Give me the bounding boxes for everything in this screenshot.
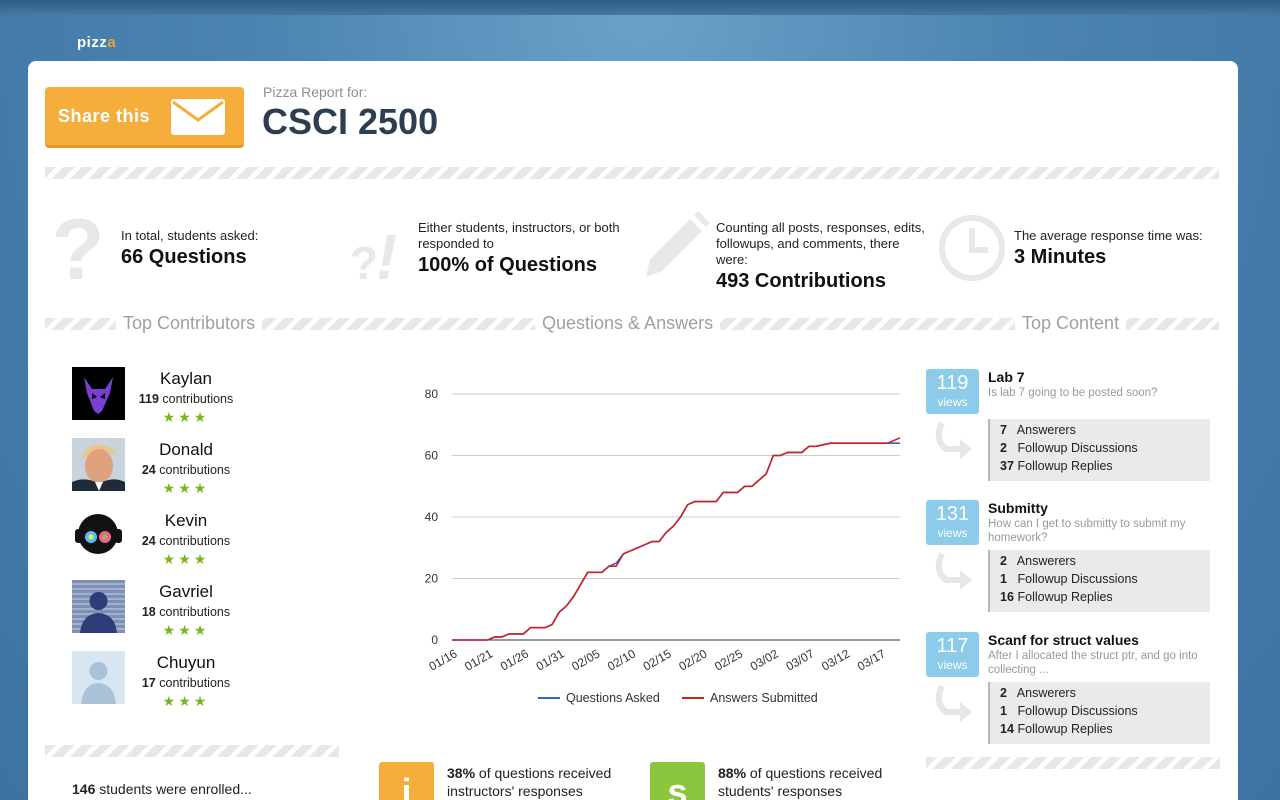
views-badge: 131 views bbox=[926, 500, 979, 545]
page-title: CSCI 2500 bbox=[262, 101, 439, 142]
x-tick-label: 03/12 bbox=[819, 646, 852, 673]
students-badge-icon: s bbox=[650, 762, 705, 800]
x-tick-label: 02/25 bbox=[712, 646, 745, 673]
divider bbox=[45, 745, 339, 757]
curved-arrow-icon bbox=[935, 552, 972, 590]
default-silhouette-avatar bbox=[72, 651, 125, 704]
rating-stars: ★★★ bbox=[162, 480, 210, 496]
stat-response-time: The average response time was: 3 Minutes bbox=[1014, 228, 1203, 268]
post-stats: 2 Answerers 1 Followup Discussions 16 Fo… bbox=[988, 550, 1210, 612]
x-tick-label: 02/20 bbox=[676, 646, 709, 673]
clock-icon bbox=[939, 215, 1005, 281]
svg-text:?: ? bbox=[350, 237, 378, 285]
question-exclamation-icon: ? ! bbox=[350, 221, 397, 285]
envelope-icon bbox=[171, 99, 225, 135]
post-subtitle: How can I get to submitty to submit my h… bbox=[988, 518, 1186, 544]
post-stats: 2 Answerers 1 Followup Discussions 14 Fo… bbox=[988, 682, 1210, 744]
contributor-item[interactable]: Kaylan 119 contributions ★★★ bbox=[72, 367, 242, 425]
series-line bbox=[452, 436, 900, 641]
rating-stars: ★★★ bbox=[162, 551, 210, 567]
portrait-photo-avatar bbox=[72, 438, 125, 491]
contributor-item[interactable]: Chuyun 17 contributions ★★★ bbox=[72, 651, 242, 709]
rating-stars: ★★★ bbox=[162, 409, 210, 425]
post-subtitle: After I allocated the struct ptr, and go… bbox=[988, 650, 1198, 676]
instructors-response-stat: 38% of questions received instructors' r… bbox=[447, 765, 612, 799]
stat-contributions: Counting all posts, responses, edits, fo… bbox=[716, 220, 925, 292]
divider bbox=[45, 167, 1219, 179]
stat-responded: Either students, instructors, or both re… bbox=[418, 220, 620, 276]
post-title: Submitty bbox=[988, 500, 1048, 516]
legend-label: Questions Asked bbox=[566, 691, 660, 705]
x-tick-label: 03/07 bbox=[783, 646, 816, 673]
report-card: Share this Pizza Report for: CSCI 2500 ?… bbox=[28, 61, 1238, 800]
pencil-icon bbox=[646, 211, 710, 277]
headphones-glasses-avatar bbox=[72, 509, 125, 562]
piazza-logo[interactable]: pizza bbox=[77, 34, 117, 51]
series-line bbox=[452, 442, 900, 641]
svg-text:!: ! bbox=[376, 221, 397, 285]
share-button[interactable]: Share this bbox=[45, 87, 244, 148]
x-tick-label: 01/16 bbox=[426, 646, 459, 673]
contributor-item[interactable]: Gavriel 18 contributions ★★★ bbox=[72, 580, 242, 638]
rating-stars: ★★★ bbox=[162, 693, 210, 709]
post-title: Lab 7 bbox=[988, 369, 1025, 385]
x-tick-label: 02/05 bbox=[569, 646, 602, 673]
y-tick-label: 0 bbox=[431, 633, 438, 647]
qa-heading: Questions & Answers bbox=[535, 313, 721, 334]
divider bbox=[926, 757, 1220, 769]
rating-stars: ★★★ bbox=[162, 622, 210, 638]
post-title: Scanf for struct values bbox=[988, 632, 1139, 648]
views-badge: 119 views bbox=[926, 369, 979, 414]
svg-text:?: ? bbox=[52, 213, 104, 285]
curved-arrow-icon bbox=[935, 684, 972, 722]
question-mark-icon: ? bbox=[52, 213, 104, 285]
y-tick-label: 40 bbox=[425, 510, 439, 524]
striped-silhouette-avatar bbox=[72, 580, 125, 633]
x-tick-label: 01/31 bbox=[534, 646, 567, 673]
contributor-item[interactable]: Donald 24 contributions ★★★ bbox=[72, 438, 242, 496]
post-stats: 7 Answerers 2 Followup Discussions 37 Fo… bbox=[988, 419, 1210, 481]
purple-horned-mask-avatar bbox=[72, 367, 125, 420]
x-tick-label: 02/15 bbox=[641, 646, 674, 673]
x-tick-label: 03/17 bbox=[855, 646, 888, 673]
x-tick-label: 02/10 bbox=[605, 646, 638, 673]
x-tick-label: 03/02 bbox=[748, 646, 781, 673]
legend-label: Answers Submitted bbox=[710, 691, 818, 705]
top-content-heading: Top Content bbox=[1015, 313, 1127, 334]
post-subtitle: Is lab 7 going to be posted soon? bbox=[988, 387, 1158, 399]
y-tick-label: 20 bbox=[425, 572, 439, 586]
stat-questions: In total, students asked: 66 Questions bbox=[121, 228, 259, 268]
x-tick-label: 01/26 bbox=[498, 646, 531, 673]
info-badge-icon: i bbox=[379, 762, 434, 800]
browser-top-bar bbox=[0, 0, 1280, 15]
curved-arrow-icon bbox=[935, 421, 972, 459]
contributor-item[interactable]: Kevin 24 contributions ★★★ bbox=[72, 509, 242, 567]
enrolled-text: 146 students were enrolled... bbox=[72, 781, 252, 797]
share-button-label: Share this bbox=[58, 105, 151, 126]
top-contributors-heading: Top Contributors bbox=[116, 313, 263, 334]
x-tick-label: 01/21 bbox=[462, 646, 495, 673]
y-tick-label: 80 bbox=[425, 387, 439, 401]
views-badge: 117 views bbox=[926, 632, 979, 677]
y-tick-label: 60 bbox=[425, 449, 439, 463]
report-for-label: Pizza Report for: bbox=[263, 84, 368, 100]
students-response-stat: 88% of questions received students' resp… bbox=[718, 765, 883, 799]
